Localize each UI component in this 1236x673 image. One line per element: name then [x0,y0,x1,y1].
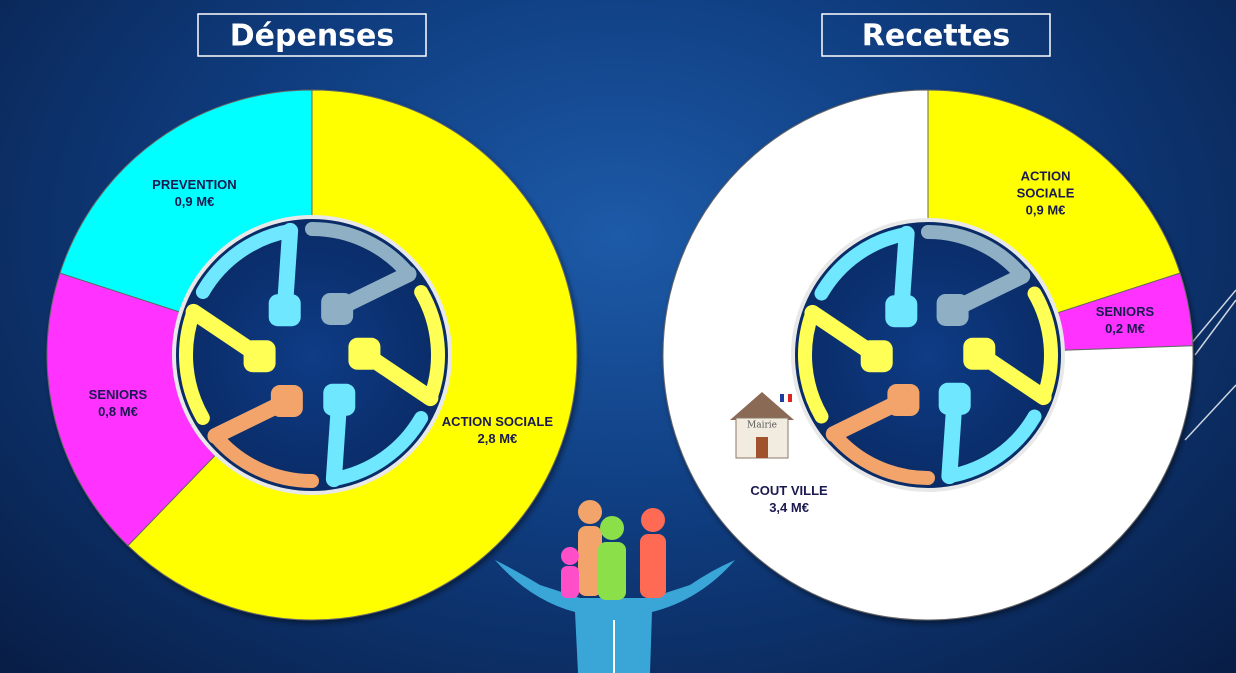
edge-lines [1184,289,1236,441]
chart-title: Recettes [862,19,1010,54]
fist [938,382,971,415]
arm [798,305,829,424]
flag-red [788,394,792,402]
title-box [821,13,1051,57]
arm [1027,286,1058,405]
arm [179,304,210,425]
arm [414,285,445,406]
fist [270,385,303,418]
fist [321,292,354,325]
fist [268,294,301,327]
category-label: ACTION SOCIALE [1016,168,1075,201]
arm [826,427,935,485]
fist [348,337,381,370]
value-label: 2,8 M€ [477,430,518,446]
arm [921,225,1030,283]
arm [326,411,429,487]
category-label: SENIORS [88,387,148,403]
arm [195,223,298,299]
slice-label: SENIORS 0,2 M€ [1080,303,1170,337]
value-label: 0,2 M€ [1105,321,1145,337]
fist [963,337,996,370]
fist [323,383,356,416]
arm [208,428,319,488]
roof [730,392,794,420]
fist [243,340,276,373]
town-hall-icon: Mairie [730,392,794,459]
slice-label: COUT VILLE 3,4 M€ [719,482,859,516]
family-illustration [495,500,735,673]
value-label: 3,4 M€ [769,499,809,515]
arm [814,226,914,301]
category-label: ACTION SOCIALE [441,413,554,429]
building-sign: Mairie [747,421,777,431]
fist [860,340,893,373]
title-box [197,13,427,57]
slice-label: SENIORS 0,8 M€ [73,386,163,420]
value-label: 0,8 M€ [98,404,138,420]
slice-label: PREVENTION 0,9 M€ [149,176,239,210]
category-label: SENIORS [1095,304,1155,320]
fist [887,384,920,417]
inner-disc [791,218,1065,492]
center-illustration [791,218,1065,492]
flag-blue [780,394,784,402]
center-illustration [172,215,452,495]
category-label: COUT VILLE [750,482,828,498]
flag-white [784,394,788,402]
slice-label: ACTION SOCIALE 2,8 M€ [427,413,567,447]
chart-title: Dépenses [230,19,395,54]
slice-label: ACTION SOCIALE 0,9 M€ [1001,168,1091,219]
arm [942,409,1042,484]
category-label: PREVENTION [152,177,237,193]
fist [885,295,918,328]
fist [936,293,969,326]
value-label: 0,9 M€ [174,194,215,210]
value-label: 0,9 M€ [1025,202,1066,218]
inner-disc [172,215,452,495]
door [756,437,768,458]
arm [305,222,416,282]
